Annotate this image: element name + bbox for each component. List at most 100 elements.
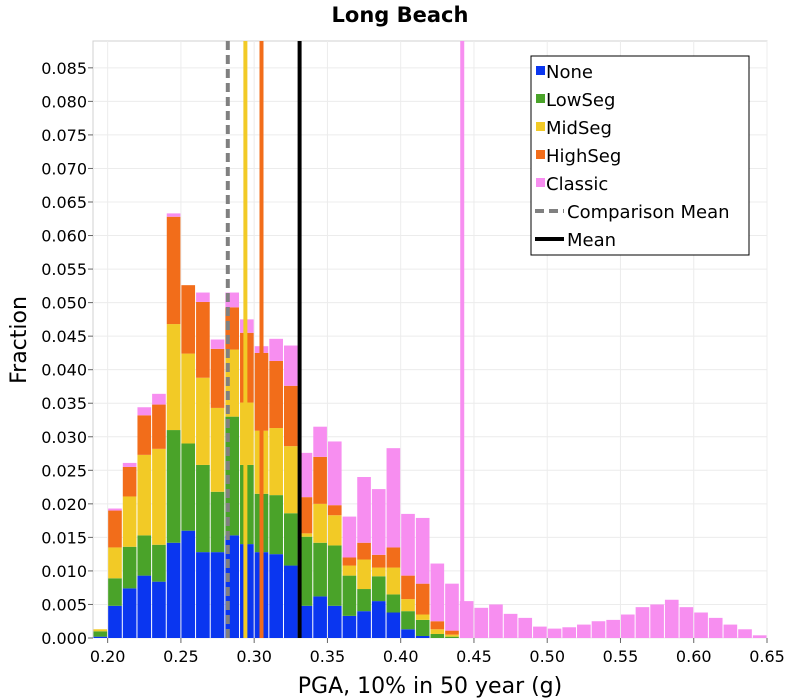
bar-classic bbox=[694, 612, 708, 638]
bar-lowseg bbox=[210, 491, 225, 553]
bar-midseg bbox=[269, 428, 283, 496]
bar-classic bbox=[533, 626, 547, 638]
x-tick-label: 0.60 bbox=[676, 647, 712, 666]
bar-none bbox=[108, 605, 122, 638]
x-tick-label: 0.50 bbox=[529, 647, 565, 666]
y-axis-label: Fraction bbox=[7, 296, 32, 384]
bar-classic bbox=[342, 516, 357, 558]
bar-highseg bbox=[415, 583, 430, 615]
bar-none bbox=[137, 575, 152, 638]
bar-classic bbox=[664, 599, 679, 638]
bar-classic bbox=[752, 635, 767, 638]
bar-none bbox=[313, 596, 327, 638]
bar-midseg bbox=[357, 559, 371, 590]
bar-midseg bbox=[181, 353, 196, 444]
bar-none bbox=[181, 530, 196, 638]
bar-highseg bbox=[152, 404, 166, 449]
bar-classic bbox=[723, 624, 738, 638]
x-tick-label: 0.55 bbox=[603, 647, 639, 666]
bar-classic bbox=[620, 614, 635, 638]
bar-highseg bbox=[401, 575, 415, 600]
legend-box bbox=[530, 55, 750, 256]
bar-classic bbox=[489, 604, 503, 638]
y-tick-label: 0.050 bbox=[41, 294, 87, 313]
bar-lowseg bbox=[357, 589, 371, 612]
bar-midseg bbox=[152, 448, 166, 545]
legend-label-classic: Classic bbox=[546, 174, 608, 195]
bar-classic bbox=[503, 613, 518, 638]
chart-title: Long Beach bbox=[332, 3, 469, 27]
bar-lowseg bbox=[196, 464, 210, 553]
bar-midseg bbox=[210, 407, 225, 492]
bar-highseg bbox=[313, 456, 327, 504]
y-tick-label: 0.055 bbox=[41, 260, 87, 279]
bar-classic bbox=[152, 393, 166, 405]
y-tick-label: 0.025 bbox=[41, 461, 87, 480]
bar-lowseg bbox=[122, 546, 137, 589]
bar-classic bbox=[196, 292, 210, 302]
bar-classic bbox=[357, 477, 371, 543]
bar-classic bbox=[210, 339, 225, 349]
bar-midseg bbox=[137, 454, 152, 536]
bar-classic bbox=[283, 345, 298, 386]
bar-midseg bbox=[401, 599, 415, 612]
bar-lowseg bbox=[313, 542, 327, 597]
legend-label-highseg: HighSeg bbox=[546, 146, 621, 167]
bar-midseg bbox=[283, 446, 298, 514]
bar-classic bbox=[547, 628, 562, 638]
bar-classic bbox=[415, 517, 430, 584]
bar-highseg bbox=[166, 216, 181, 325]
y-tick-label: 0.080 bbox=[41, 92, 87, 111]
bar-midseg bbox=[371, 567, 386, 577]
legend-label-mean: Mean bbox=[567, 230, 616, 251]
bar-highseg bbox=[445, 630, 459, 635]
bar-none bbox=[386, 612, 401, 638]
y-tick-label: 0.020 bbox=[41, 495, 87, 514]
bar-lowseg bbox=[445, 636, 459, 638]
bar-classic bbox=[445, 583, 459, 631]
y-tick-label: 0.070 bbox=[41, 159, 87, 178]
bar-none bbox=[196, 552, 210, 638]
y-tick-label: 0.060 bbox=[41, 227, 87, 246]
bar-midseg bbox=[196, 377, 210, 465]
bar-lowseg bbox=[181, 443, 196, 531]
bar-midseg bbox=[108, 547, 122, 579]
bar-none bbox=[415, 635, 430, 638]
x-tick-label: 0.30 bbox=[236, 647, 272, 666]
bar-midseg bbox=[166, 324, 181, 431]
x-tick-label: 0.40 bbox=[383, 647, 419, 666]
bar-highseg bbox=[181, 285, 196, 354]
mean-lines-group bbox=[225, 41, 465, 638]
bar-midseg bbox=[342, 565, 357, 576]
bar-lowseg bbox=[137, 535, 152, 576]
bars-group bbox=[93, 213, 767, 638]
legend-label-lowseg: LowSeg bbox=[546, 90, 615, 111]
legend-label-midseg: MidSeg bbox=[546, 118, 612, 139]
bar-lowseg bbox=[371, 576, 386, 602]
bar-none bbox=[342, 615, 357, 638]
bar-none bbox=[210, 552, 225, 638]
legend-label-none: None bbox=[546, 62, 593, 83]
legend-swatch-none bbox=[536, 66, 545, 75]
y-tick-label: 0.015 bbox=[41, 528, 87, 547]
y-tick-label: 0.065 bbox=[41, 193, 87, 212]
bar-classic bbox=[474, 607, 489, 638]
bar-highseg bbox=[430, 621, 445, 630]
y-tick-label: 0.075 bbox=[41, 126, 87, 145]
x-tick-label: 0.65 bbox=[749, 647, 785, 666]
x-tick-label: 0.35 bbox=[310, 647, 346, 666]
bar-midseg bbox=[415, 614, 430, 620]
bar-classic bbox=[313, 426, 327, 457]
bar-midseg bbox=[313, 503, 327, 543]
bar-classic bbox=[606, 619, 620, 638]
bar-classic bbox=[166, 213, 181, 217]
y-tick-label: 0.005 bbox=[41, 595, 87, 614]
bar-classic bbox=[591, 621, 606, 638]
bar-classic bbox=[386, 448, 401, 548]
bar-none bbox=[327, 605, 342, 638]
bar-classic bbox=[371, 489, 386, 555]
y-tick-label: 0.000 bbox=[41, 629, 87, 648]
bar-classic bbox=[430, 563, 445, 622]
y-tick-label: 0.040 bbox=[41, 361, 87, 380]
